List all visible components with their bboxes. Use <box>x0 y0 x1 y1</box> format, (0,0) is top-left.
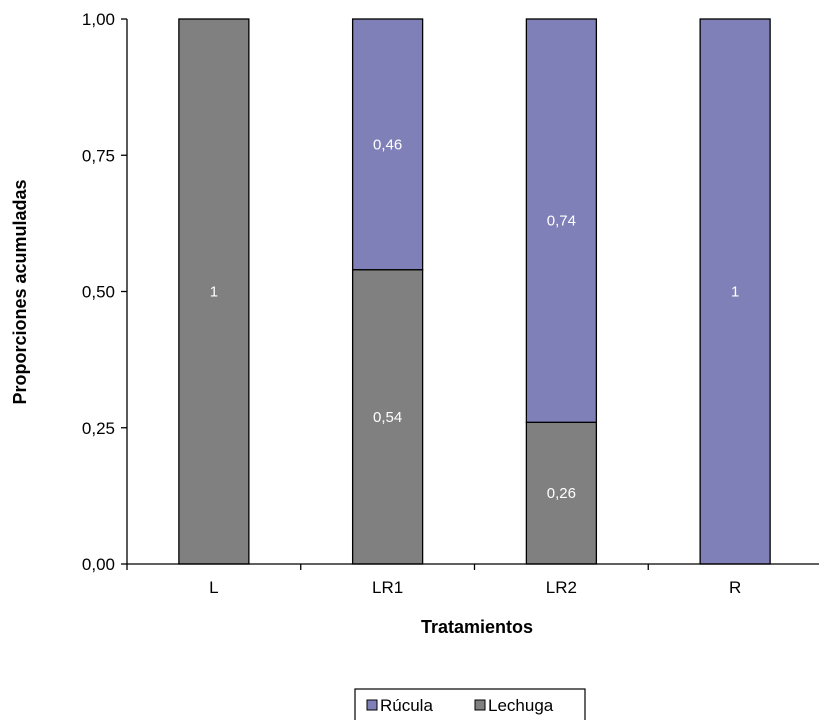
bar-lr2-lechuga <box>525 421 598 565</box>
y-tick-label: 0,25 <box>82 419 115 438</box>
legend-box <box>354 688 586 720</box>
bar-lr1-rúcula <box>351 18 424 271</box>
x-axis-title: Tratamientos <box>421 617 533 637</box>
data-label-l-lechuga: 1 <box>210 284 218 301</box>
data-label-lr1-lechuga: 0,54 <box>373 409 402 426</box>
x-tick-label-l: L <box>209 578 218 597</box>
y-axis-title: Proporciones acumuladas <box>10 179 30 404</box>
data-label-lr2-lechuga: 0,26 <box>547 485 576 502</box>
y-tick-label: 0,50 <box>82 283 115 302</box>
x-tick-label-r: R <box>729 578 741 597</box>
bar-lr1-lechuga <box>351 269 424 565</box>
axes-group: 0,00 0,25 0,50 0,75 1,00 L LR1 LR2 R <box>82 10 819 597</box>
x-tick-label-lr1: LR1 <box>372 578 403 597</box>
data-label-lr2-rúcula: 0,74 <box>547 213 576 230</box>
legend-swatch-rúcula <box>366 699 378 711</box>
legend: Rúcula Lechuga <box>354 688 586 720</box>
bar-l-lechuga <box>178 18 250 565</box>
data-label-lr1-rúcula: 0,46 <box>373 136 402 153</box>
y-tick-label: 0,00 <box>82 555 115 574</box>
legend-label-rúcula: Rúcula <box>380 696 433 715</box>
y-tick-label: 1,00 <box>82 10 115 29</box>
bar-r-rúcula <box>699 18 771 565</box>
bar-lr2-rúcula <box>525 18 598 423</box>
data-label-r-rúcula: 1 <box>731 284 739 301</box>
x-tick-label-lr2: LR2 <box>546 578 577 597</box>
bars-group: 1 0,54 0,46 0,26 0,74 1 <box>178 18 771 565</box>
y-tick-label: 0,75 <box>82 146 115 165</box>
legend-label-lechuga: Lechuga <box>488 696 554 715</box>
legend-swatch-lechuga <box>474 699 486 711</box>
